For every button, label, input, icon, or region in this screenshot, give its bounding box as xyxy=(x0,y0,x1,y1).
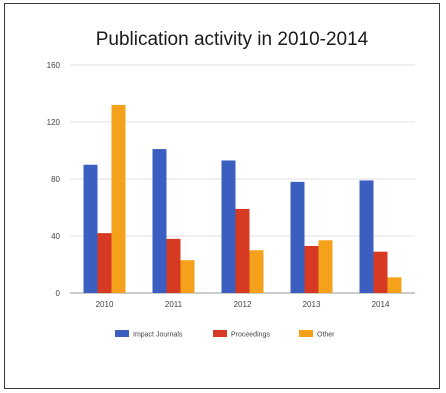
bar-proceedings-2010 xyxy=(97,233,112,293)
bar-impact-journals-2010 xyxy=(83,164,98,293)
x-tick-label: 2013 xyxy=(303,300,321,309)
legend-swatch xyxy=(213,330,227,337)
x-tick-label: 2011 xyxy=(165,300,183,309)
legend-swatch xyxy=(115,330,129,337)
bar-proceedings-2014 xyxy=(373,251,388,293)
bar-other-2011 xyxy=(180,260,195,293)
bar-impact-journals-2014 xyxy=(359,180,374,293)
bar-impact-journals-2011 xyxy=(152,149,167,293)
bar-other-2013 xyxy=(318,240,333,293)
y-tick-label: 160 xyxy=(47,61,61,70)
bar-impact-journals-2013 xyxy=(290,181,305,293)
bar-impact-journals-2012 xyxy=(221,160,236,293)
x-tick-label: 2012 xyxy=(234,300,252,309)
y-tick-label: 120 xyxy=(47,118,61,127)
legend-label: Other xyxy=(317,332,335,339)
bar-proceedings-2013 xyxy=(304,245,319,293)
legend-label: Proceedings xyxy=(231,332,270,339)
bar-other-2014 xyxy=(387,277,402,293)
bars xyxy=(83,104,402,294)
bar-proceedings-2011 xyxy=(166,238,181,293)
y-tick-label: 80 xyxy=(51,175,60,184)
y-tick-label: 0 xyxy=(56,289,61,298)
x-tick-label: 2010 xyxy=(96,300,114,309)
bar-other-2012 xyxy=(249,250,264,293)
y-tick-label: 40 xyxy=(51,232,60,241)
legend: Impact Journals Proceedings Other xyxy=(115,330,335,339)
legend-swatch xyxy=(299,330,313,337)
bar-proceedings-2012 xyxy=(235,208,250,293)
y-axis-ticks: 0 40 80 120 160 xyxy=(47,61,61,298)
bar-other-2010 xyxy=(111,104,126,294)
x-tick-label: 2014 xyxy=(372,300,390,309)
legend-label: Impact Journals xyxy=(133,332,183,339)
chart-title: Publication activity in 2010-2014 xyxy=(96,29,369,50)
x-axis-ticks: 2010 2011 2012 2013 2014 xyxy=(96,300,390,309)
